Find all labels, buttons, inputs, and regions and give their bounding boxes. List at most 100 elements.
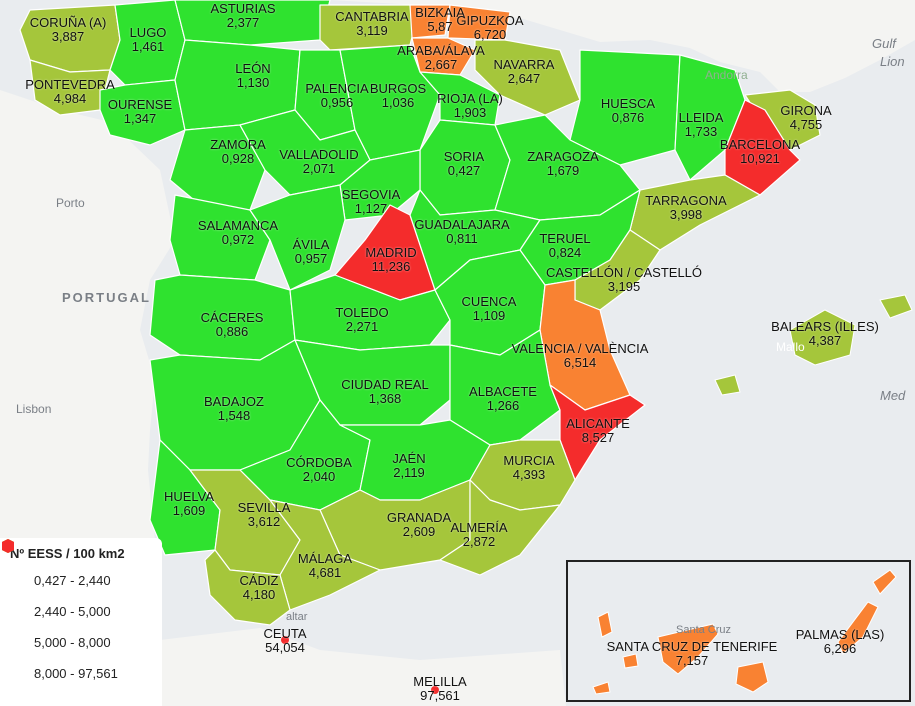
region-cadiz[interactable] [204, 549, 291, 626]
legend-item: 2,440 - 5,000 [2, 539, 162, 622]
africa-land [160, 628, 566, 706]
label-palencia: PALENCIA 0,956 [305, 81, 369, 110]
label-portugal: PORTUGAL [62, 290, 151, 305]
ceuta-area[interactable] [281, 636, 289, 644]
label-bizkaia: BIZKAIA 5,87 [415, 5, 465, 34]
label-gibraltar: altar [286, 611, 308, 623]
island-la-palma[interactable] [597, 611, 613, 638]
label-castellon: CASTELLÓN / CASTELLÓ 3,195 [545, 265, 703, 294]
label-guadalajara: GUADALAJARA 0,811 [414, 217, 510, 246]
label-baleares: BALEARS (ILLES) 4,387 [771, 319, 879, 348]
label-andorra: Andorra [705, 68, 748, 82]
island-mallorca[interactable] [789, 309, 856, 366]
swatch-shape-4 [2, 539, 14, 553]
canary-islands-inset[interactable]: Santa Cruz SANTA CRUZ DE TENERIFE 7,157 P… [566, 560, 911, 702]
label-cadiz: CÁDIZ 4,180 [239, 573, 279, 602]
legend-title: Nº EESS / 100 km2 [10, 546, 125, 561]
label-laspalmas: PALMAS (LAS) 6,296 [795, 627, 885, 656]
legend-label: 0,427 - 2,440 [34, 572, 111, 588]
label-lleida: LLEIDA 1,733 [678, 110, 724, 139]
label-coruna: CORUÑA (A) 3,887 [29, 15, 107, 44]
label-alicante: ALICANTE 8,527 [566, 416, 630, 445]
label-jaen: JAÉN 2,119 [392, 451, 426, 480]
region-almeria[interactable] [439, 479, 561, 576]
melilla-area[interactable] [431, 686, 439, 694]
label-araba: ARABA/ÁLAVA 2,667 [397, 43, 485, 72]
legend-swatch-icon [2, 539, 26, 681]
label-teruel: TERUEL 0,824 [539, 231, 591, 260]
legend-item: 0,427 - 2,440 [2, 539, 162, 591]
label-barcelona: BARCELONA 10,921 [719, 137, 801, 166]
island-lanzarote[interactable] [872, 569, 897, 595]
label-badajoz: BADAJOZ 1,548 [204, 394, 264, 423]
label-santa-cruz: Santa Cruz [676, 624, 732, 636]
legend: Nº EESS / 100 km2 0,427 - 2,440 2,440 - … [0, 538, 162, 706]
legend-swatch-icon [2, 539, 26, 588]
label-segovia: SEGOVIA 1,127 [341, 187, 401, 216]
island-el-hierro[interactable] [592, 681, 611, 695]
label-avila: ÁVILA 0,957 [292, 237, 330, 266]
label-porto: Porto [56, 196, 85, 210]
label-almeria: ALMERÍA 2,872 [450, 520, 508, 549]
label-huelva: HUELVA 1,609 [163, 489, 215, 518]
island-ibiza[interactable] [714, 374, 741, 396]
label-malaga: MÁLAGA 4,681 [297, 551, 353, 580]
region-malaga[interactable] [269, 499, 381, 611]
label-cantabria: CANTABRIA 3,119 [335, 9, 409, 38]
label-leon: LEÓN 1,130 [235, 61, 271, 90]
label-toledo: TOLEDO 2,271 [335, 305, 389, 334]
label-girona: GIRONA 4,755 [780, 103, 832, 132]
region-bizkaia[interactable] [409, 4, 451, 39]
label-cordoba: CÓRDOBA 2,040 [286, 455, 352, 484]
legend-label: 5,000 - 8,000 [34, 634, 111, 650]
france-land [330, 0, 915, 92]
region-albacete[interactable] [449, 329, 561, 446]
label-lisbon: Lisbon [16, 402, 52, 416]
island-menorca[interactable] [879, 294, 913, 319]
label-madrid: MADRID 11,236 [365, 245, 417, 274]
label-murcia: MURCIA 4,393 [503, 453, 555, 482]
island-gran-canaria[interactable] [735, 661, 769, 693]
label-lugo: LUGO 1,461 [129, 25, 167, 54]
label-cuenca: CUENCA 1,109 [461, 294, 517, 323]
island-la-gomera[interactable] [622, 653, 639, 669]
label-caceres: CÁCERES 0,886 [200, 310, 264, 339]
label-asturias: ASTURIAS 2,377 [210, 1, 276, 30]
label-rioja: RIOJA (LA) 1,903 [437, 91, 503, 120]
label-ourense: OURENSE 1,347 [107, 97, 173, 126]
region-avila[interactable] [249, 184, 346, 291]
region-araba[interactable] [411, 37, 476, 76]
region-navarra[interactable] [474, 39, 581, 116]
label-pontevedra: PONTEVEDRA 4,984 [25, 77, 115, 106]
label-albacete: ALBACETE 1,266 [469, 384, 537, 413]
region-barcelona[interactable] [724, 99, 801, 196]
canary-svg [592, 569, 897, 695]
label-burgos: BURGOS 1,036 [369, 81, 427, 110]
label-soria: SORIA 0,427 [443, 149, 485, 178]
legend-label: 8,000 - 97,561 [34, 665, 118, 681]
label-lion: Lion [880, 54, 905, 69]
label-zamora: ZAMORA 0,928 [210, 137, 266, 166]
label-valladolid: VALLADOLID 2,071 [279, 147, 359, 176]
label-zaragoza: ZARAGOZA 1,679 [527, 149, 599, 178]
label-mallorca: Mallo [776, 340, 805, 354]
label-granada: GRANADA 2,609 [386, 510, 452, 539]
region-alicante[interactable] [549, 384, 646, 481]
region-ourense[interactable] [99, 79, 186, 146]
label-med: Med [880, 388, 906, 403]
legend-swatch-icon [2, 539, 26, 650]
label-gipuzkoa: GIPUZKOA 6,720 [456, 13, 524, 42]
label-tarragona: TARRAGONA 3,998 [645, 193, 727, 222]
island-tenerife[interactable] [657, 623, 719, 675]
label-tenerife: SANTA CRUZ DE TENERIFE 7,157 [606, 639, 778, 668]
legend-swatch-icon [2, 539, 26, 619]
portugal-land [0, 90, 175, 540]
region-asturias[interactable] [174, 0, 331, 46]
label-salamanca: SALAMANCA 0,972 [197, 218, 279, 247]
island-fuerteventura[interactable] [837, 601, 879, 655]
label-gulf: Gulf [872, 36, 896, 51]
label-sevilla: SEVILLA 3,612 [237, 500, 291, 529]
legend-item: 8,000 - 97,561 [2, 539, 162, 684]
